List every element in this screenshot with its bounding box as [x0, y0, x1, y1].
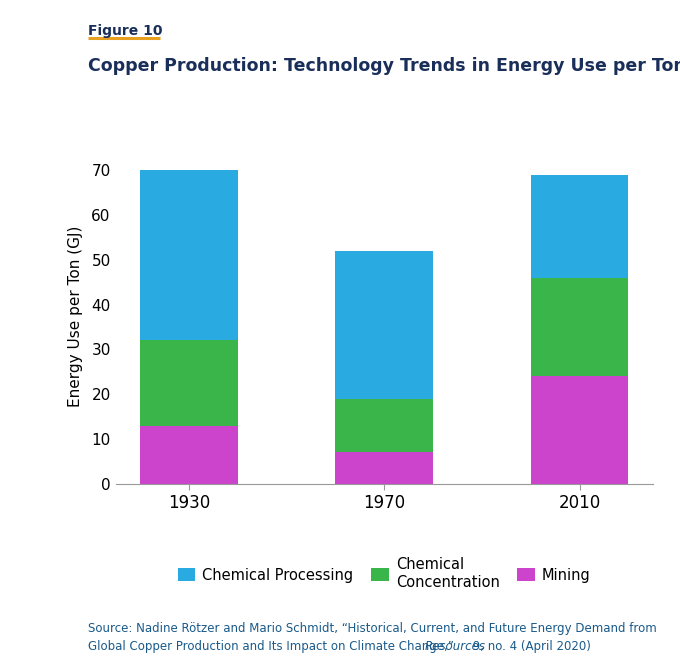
Text: 9, no. 4 (April 2020): 9, no. 4 (April 2020)	[469, 640, 590, 653]
Text: Figure 10: Figure 10	[88, 24, 163, 38]
Legend: Chemical Processing, Chemical
Concentration, Mining: Chemical Processing, Chemical Concentrat…	[172, 552, 596, 595]
Y-axis label: Energy Use per Ton (GJ): Energy Use per Ton (GJ)	[68, 225, 83, 407]
Text: Copper Production: Technology Trends in Energy Use per Ton: Copper Production: Technology Trends in …	[88, 57, 680, 75]
Bar	[335, 398, 433, 452]
Bar	[140, 341, 238, 425]
Text: Global Copper Production and Its Impact on Climate Change,”: Global Copper Production and Its Impact …	[88, 640, 458, 653]
Bar	[335, 452, 433, 484]
Bar	[140, 170, 238, 341]
Bar	[335, 251, 433, 398]
Bar	[140, 425, 238, 484]
Bar	[530, 278, 628, 376]
Text: Source: Nadine Rötzer and Mario Schmidt, “Historical, Current, and Future Energy: Source: Nadine Rötzer and Mario Schmidt,…	[88, 622, 657, 634]
Text: Resources: Resources	[425, 640, 486, 653]
Bar	[530, 175, 628, 278]
Bar	[530, 376, 628, 484]
